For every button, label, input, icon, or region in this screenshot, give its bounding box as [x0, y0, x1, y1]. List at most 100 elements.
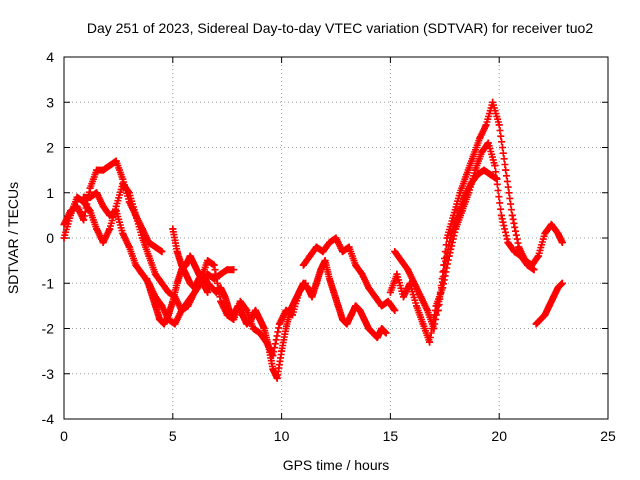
data-point: [484, 139, 492, 147]
data-point: [489, 98, 497, 106]
data-point: [339, 248, 347, 256]
data-point: [384, 297, 392, 305]
data-point: [145, 252, 153, 260]
data-point: [169, 297, 177, 305]
data-point: [365, 325, 373, 332]
data-point: [360, 315, 368, 323]
axis-ticks: [63, 56, 609, 420]
data-point: [378, 325, 386, 332]
data-point: [156, 315, 164, 323]
data-point: [534, 252, 542, 260]
series-segment-f: [299, 234, 399, 314]
data-point: [550, 293, 558, 301]
data-point: [352, 261, 360, 269]
data-point: [119, 180, 127, 188]
data-point: [330, 288, 338, 296]
data-point: [158, 302, 166, 310]
data-point: [508, 211, 516, 219]
data-point: [151, 243, 159, 251]
data-point: [502, 166, 510, 174]
data-point: [463, 171, 471, 179]
y-tick-label: 0: [46, 230, 54, 246]
data-point: [132, 261, 140, 269]
data-point: [208, 284, 216, 292]
data-point: [265, 343, 273, 351]
data-point: [212, 288, 220, 296]
data-point: [147, 288, 155, 296]
data-point: [93, 166, 101, 174]
data-point: [93, 189, 101, 197]
data-point: [413, 302, 421, 310]
data-point: [391, 306, 399, 314]
y-tick-label: 4: [46, 49, 54, 65]
data-point: [312, 279, 320, 287]
data-point: [319, 248, 327, 256]
data-point: [404, 266, 412, 274]
y-tick-label: 1: [46, 185, 54, 201]
x-tick-label: 0: [60, 428, 68, 444]
data-point: [234, 302, 242, 310]
data-point: [164, 288, 172, 296]
data-point: [99, 166, 107, 174]
data-point: [173, 279, 181, 287]
data-point: [256, 315, 264, 323]
data-points: [60, 98, 566, 382]
data-point: [204, 257, 212, 265]
data-point: [204, 279, 212, 287]
data-point: [343, 320, 351, 328]
data-point: [178, 261, 186, 269]
data-point: [93, 225, 101, 233]
data-point: [80, 216, 88, 224]
data-point: [169, 225, 177, 233]
data-point: [547, 220, 555, 228]
data-point: [493, 175, 501, 183]
data-point: [378, 302, 386, 310]
data-point: [269, 365, 277, 373]
chart-title: Day 251 of 2023, Sidereal Day-to-day VTE…: [87, 20, 594, 36]
data-point: [382, 329, 390, 337]
data-point: [478, 148, 486, 156]
data-point: [339, 315, 347, 323]
data-point: [158, 248, 166, 256]
data-point: [515, 243, 523, 251]
series-segment-c: [80, 189, 310, 360]
data-point: [238, 311, 246, 319]
data-point: [247, 315, 255, 323]
data-point: [243, 306, 251, 314]
y-tick-labels: 4 3 2 1 0 -1 -2 -3 -4: [42, 49, 55, 427]
data-point: [236, 297, 244, 305]
data-point: [397, 257, 405, 265]
data-point: [243, 320, 251, 328]
data-point: [321, 257, 329, 265]
y-tick-label: -1: [42, 275, 55, 291]
data-point: [345, 243, 353, 251]
y-axis-label: SDTVAR / TECUs: [5, 182, 21, 294]
data-point: [251, 306, 259, 314]
data-point: [164, 311, 172, 319]
data-point: [291, 297, 299, 305]
data-point: [325, 275, 333, 283]
data-point: [371, 293, 379, 301]
data-point: [143, 275, 151, 283]
data-point: [447, 229, 455, 237]
data-point: [286, 306, 294, 314]
data-point: [491, 162, 499, 170]
data-point: [60, 234, 68, 242]
data-point: [275, 320, 283, 328]
data-point: [221, 293, 229, 301]
data-point: [532, 320, 540, 328]
data-point: [399, 293, 407, 301]
data-point: [151, 302, 159, 310]
data-point: [480, 166, 488, 174]
data-point: [151, 270, 159, 278]
x-tick-labels: 0 5 10 15 20 25: [60, 428, 616, 444]
series-segment-e: [169, 225, 390, 382]
data-point: [510, 248, 518, 256]
data-point: [419, 320, 427, 328]
data-point: [308, 293, 316, 301]
series-segment-b: [60, 180, 166, 256]
data-point: [112, 207, 120, 215]
data-point: [317, 266, 325, 274]
data-point: [67, 211, 75, 219]
